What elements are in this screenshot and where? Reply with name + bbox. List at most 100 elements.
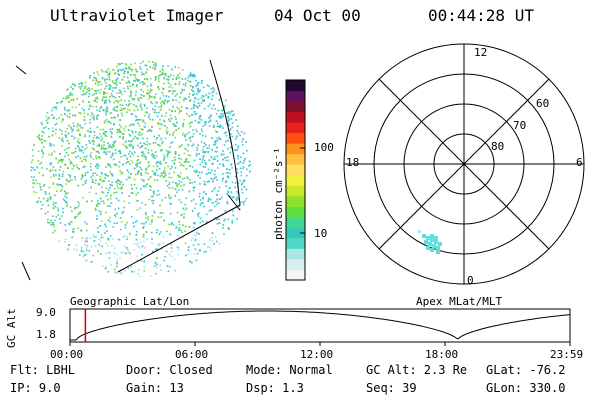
pixel-dot	[130, 216, 133, 218]
pixel-dot	[209, 119, 212, 121]
pixel-dot	[178, 76, 180, 79]
pixel-dot	[143, 78, 146, 80]
pixel-dot	[134, 76, 137, 79]
pixel-dot	[103, 100, 106, 103]
pixel-dot	[94, 77, 97, 79]
pixel-dot	[223, 105, 226, 108]
pixel-dot	[103, 151, 105, 154]
pixel-dot	[171, 141, 174, 143]
pixel-dot	[68, 181, 70, 183]
pixel-dot	[216, 155, 219, 158]
pixel-dot	[162, 65, 164, 68]
pixel-dot	[144, 143, 147, 146]
pixel-dot	[102, 147, 104, 149]
pixel-dot	[183, 89, 185, 91]
pixel-dot	[104, 120, 107, 122]
pixel-dot	[109, 171, 112, 173]
pixel-dot	[171, 159, 174, 162]
pixel-dot	[97, 165, 100, 167]
pixel-dot	[148, 92, 151, 94]
pixel-dot	[190, 107, 193, 110]
pixel-dot	[81, 94, 84, 96]
pixel-dot	[156, 101, 158, 104]
pixel-dot	[213, 141, 216, 143]
pixel-dot	[121, 114, 124, 117]
pixel-dot	[199, 177, 201, 179]
pixel-dot	[91, 106, 94, 108]
pixel-dot	[166, 265, 169, 267]
pixel-dot	[154, 174, 156, 176]
pixel-dot	[127, 267, 129, 269]
pixel-dot	[214, 173, 216, 176]
pixel-dot	[145, 221, 147, 224]
color-bar-segment	[286, 153, 305, 165]
pixel-dot	[117, 199, 120, 202]
pixel-dot	[43, 132, 45, 135]
pixel-dot	[43, 127, 45, 129]
pixel-dot	[130, 113, 133, 115]
pixel-dot	[222, 158, 224, 161]
pixel-dot	[204, 151, 207, 154]
pixel-dot	[192, 143, 195, 146]
pixel-dot	[186, 107, 189, 110]
pixel-dot	[47, 153, 50, 156]
pixel-dot	[129, 102, 132, 105]
pixel-dot	[133, 183, 136, 186]
pixel-dot	[214, 108, 216, 110]
pixel-dot	[173, 162, 176, 164]
pixel-dot	[198, 115, 201, 118]
pixel-dot	[127, 87, 129, 90]
pixel-dot	[87, 171, 89, 173]
pixel-dot	[192, 74, 194, 76]
pixel-dot	[215, 176, 217, 178]
pixel-dot	[163, 170, 166, 172]
pixel-dot	[214, 170, 216, 172]
pixel-dot	[202, 202, 204, 204]
pixel-dot	[195, 234, 198, 236]
pixel-dot	[55, 173, 57, 176]
pixel-dot	[171, 187, 174, 189]
pixel-dot	[197, 213, 199, 216]
pixel-dot	[237, 155, 239, 157]
pixel-dot	[191, 114, 193, 116]
pixel-dot	[188, 74, 191, 77]
pixel-dot	[174, 159, 176, 161]
pixel-dot	[197, 252, 199, 255]
pixel-dot	[122, 133, 125, 135]
pixel-dot	[164, 125, 166, 127]
pixel-dot	[169, 84, 172, 87]
pixel-dot	[32, 179, 35, 181]
pixel-dot	[219, 138, 222, 140]
pixel-dot	[117, 101, 119, 104]
gc-alt-info: GC Alt: 2.3 Re	[366, 363, 468, 377]
pixel-dot	[169, 133, 171, 136]
pixel-dot	[195, 171, 197, 174]
pixel-dot	[136, 244, 139, 246]
pixel-dot	[230, 118, 233, 120]
pixel-dot	[216, 151, 218, 153]
pixel-dot	[147, 92, 149, 95]
pixel-dot	[178, 154, 180, 156]
pixel-dot	[237, 192, 240, 195]
pixel-dot	[30, 176, 33, 178]
pixel-dot	[96, 71, 99, 73]
pixel-dot	[226, 193, 228, 195]
pixel-dot	[101, 99, 104, 102]
pixel-dot	[141, 151, 143, 154]
pixel-dot	[231, 110, 234, 112]
pixel-dot	[208, 210, 211, 212]
pixel-dot	[118, 96, 121, 98]
pixel-dot	[106, 71, 108, 73]
pixel-dot	[103, 202, 105, 205]
pixel-dot	[196, 93, 198, 95]
pixel-dot	[216, 223, 219, 225]
pixel-dot	[57, 209, 60, 212]
pixel-dot	[41, 135, 43, 137]
pixel-dot	[249, 170, 251, 173]
pixel-dot	[219, 198, 221, 200]
pixel-dot	[197, 121, 199, 124]
pixel-dot	[167, 65, 169, 67]
pixel-dot	[200, 140, 203, 143]
pixel-dot	[228, 118, 230, 121]
pixel-dot	[135, 119, 137, 122]
